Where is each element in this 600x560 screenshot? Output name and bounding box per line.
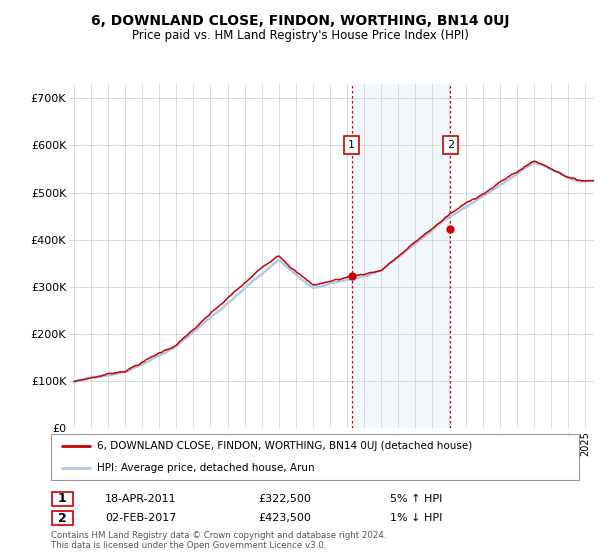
Text: 18-APR-2011: 18-APR-2011: [105, 494, 176, 504]
Text: £322,500: £322,500: [258, 494, 311, 504]
Text: £423,500: £423,500: [258, 513, 311, 523]
Text: 1: 1: [348, 141, 355, 150]
Text: Contains HM Land Registry data © Crown copyright and database right 2024.
This d: Contains HM Land Registry data © Crown c…: [51, 531, 386, 550]
Bar: [352, 84, 451, 428]
Text: HPI: Average price, detached house, Arun: HPI: Average price, detached house, Arun: [97, 463, 315, 473]
FancyBboxPatch shape: [51, 434, 579, 480]
Text: 2: 2: [58, 511, 67, 525]
Text: 6, DOWNLAND CLOSE, FINDON, WORTHING, BN14 0UJ: 6, DOWNLAND CLOSE, FINDON, WORTHING, BN1…: [91, 14, 509, 28]
Text: 6, DOWNLAND CLOSE, FINDON, WORTHING, BN14 0UJ (detached house): 6, DOWNLAND CLOSE, FINDON, WORTHING, BN1…: [97, 441, 473, 451]
FancyBboxPatch shape: [52, 511, 73, 525]
Text: 1: 1: [58, 492, 67, 506]
Text: Price paid vs. HM Land Registry's House Price Index (HPI): Price paid vs. HM Land Registry's House …: [131, 29, 469, 42]
Text: 02-FEB-2017: 02-FEB-2017: [105, 513, 176, 523]
Text: 1% ↓ HPI: 1% ↓ HPI: [390, 513, 442, 523]
Text: 2: 2: [447, 141, 454, 150]
FancyBboxPatch shape: [52, 492, 73, 506]
Text: 5% ↑ HPI: 5% ↑ HPI: [390, 494, 442, 504]
